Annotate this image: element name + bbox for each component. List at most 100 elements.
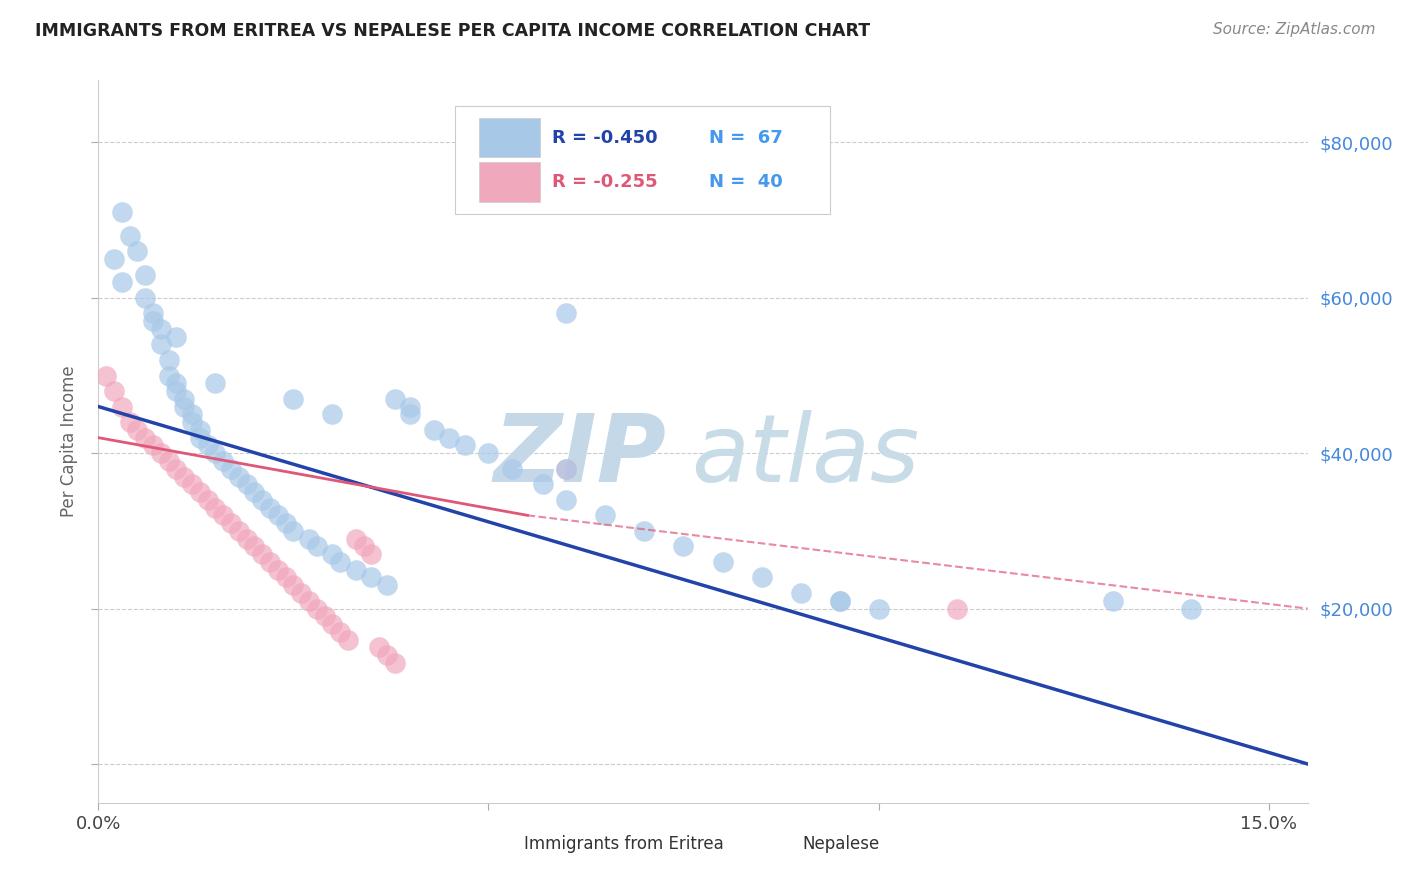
Point [181, 408, 204, 422]
Point [329, 555, 352, 569]
Point [305, 540, 328, 554]
Point [188, 485, 211, 500]
Point [384, 392, 406, 406]
Point [157, 454, 180, 468]
Point [103, 252, 125, 266]
Point [142, 306, 165, 320]
Point [501, 461, 523, 475]
Point [321, 408, 343, 422]
Point [134, 268, 156, 282]
Point [868, 601, 890, 615]
Point [399, 400, 422, 414]
Point [235, 477, 257, 491]
Text: Source: ZipAtlas.com: Source: ZipAtlas.com [1212, 22, 1375, 37]
Text: Nepalese: Nepalese [803, 835, 879, 853]
Point [212, 508, 235, 523]
Point [165, 376, 187, 391]
Text: R = -0.450: R = -0.450 [551, 128, 658, 146]
Point [1180, 601, 1202, 615]
Point [360, 570, 382, 584]
Point [228, 469, 250, 483]
Point [283, 578, 305, 592]
Point [188, 431, 211, 445]
Point [595, 508, 617, 523]
Point [149, 322, 172, 336]
Point [321, 617, 343, 632]
Point [134, 291, 156, 305]
Point [103, 384, 125, 398]
Point [633, 524, 655, 538]
Point [477, 446, 499, 460]
Point [259, 555, 281, 569]
Point [212, 454, 235, 468]
Point [353, 540, 375, 554]
Point [360, 547, 382, 561]
Bar [479, 118, 540, 157]
Text: R = -0.255: R = -0.255 [551, 173, 658, 191]
Point [531, 477, 554, 491]
Point [290, 586, 312, 600]
Point [204, 446, 226, 460]
Point [375, 578, 398, 592]
Point [243, 485, 266, 500]
Point [454, 438, 477, 452]
Point [197, 438, 219, 452]
Point [321, 547, 343, 561]
Point [165, 329, 187, 343]
Text: N =  40: N = 40 [709, 173, 783, 191]
Text: N =  67: N = 67 [709, 128, 783, 146]
Point [219, 461, 242, 475]
Point [149, 446, 172, 460]
Point [127, 244, 149, 259]
Point [274, 516, 297, 530]
Point [149, 337, 172, 351]
Point [181, 477, 204, 491]
Point [204, 376, 226, 391]
Point [267, 508, 290, 523]
Bar [740, 833, 787, 855]
Text: Immigrants from Eritrea: Immigrants from Eritrea [524, 835, 724, 853]
Point [259, 500, 281, 515]
Point [439, 431, 461, 445]
Point [423, 423, 446, 437]
Point [789, 586, 811, 600]
Bar [461, 833, 509, 855]
Point [298, 532, 321, 546]
Point [1101, 594, 1123, 608]
Point [173, 392, 195, 406]
Point [274, 570, 297, 584]
Point [111, 275, 134, 289]
Point [283, 392, 305, 406]
Point [197, 492, 219, 507]
Point [157, 353, 180, 368]
Text: ZIP: ZIP [494, 410, 666, 502]
Point [118, 415, 141, 429]
Point [555, 461, 578, 475]
Point [111, 400, 134, 414]
Point [142, 314, 165, 328]
Point [219, 516, 242, 530]
Point [173, 469, 195, 483]
Point [142, 438, 165, 452]
Text: atlas: atlas [690, 410, 920, 501]
Point [344, 532, 367, 546]
Point [96, 368, 118, 383]
Point [181, 415, 204, 429]
Point [305, 601, 328, 615]
Point [298, 594, 321, 608]
Point [283, 524, 305, 538]
Point [111, 205, 134, 219]
Point [252, 547, 274, 561]
Point [751, 570, 773, 584]
Point [134, 431, 156, 445]
Point [314, 609, 336, 624]
Text: IMMIGRANTS FROM ERITREA VS NEPALESE PER CAPITA INCOME CORRELATION CHART: IMMIGRANTS FROM ERITREA VS NEPALESE PER … [35, 22, 870, 40]
Point [173, 400, 195, 414]
Y-axis label: Per Capita Income: Per Capita Income [59, 366, 77, 517]
Point [555, 492, 578, 507]
Point [399, 408, 422, 422]
Point [243, 540, 266, 554]
Bar [479, 162, 540, 202]
Point [204, 500, 226, 515]
Point [711, 555, 734, 569]
